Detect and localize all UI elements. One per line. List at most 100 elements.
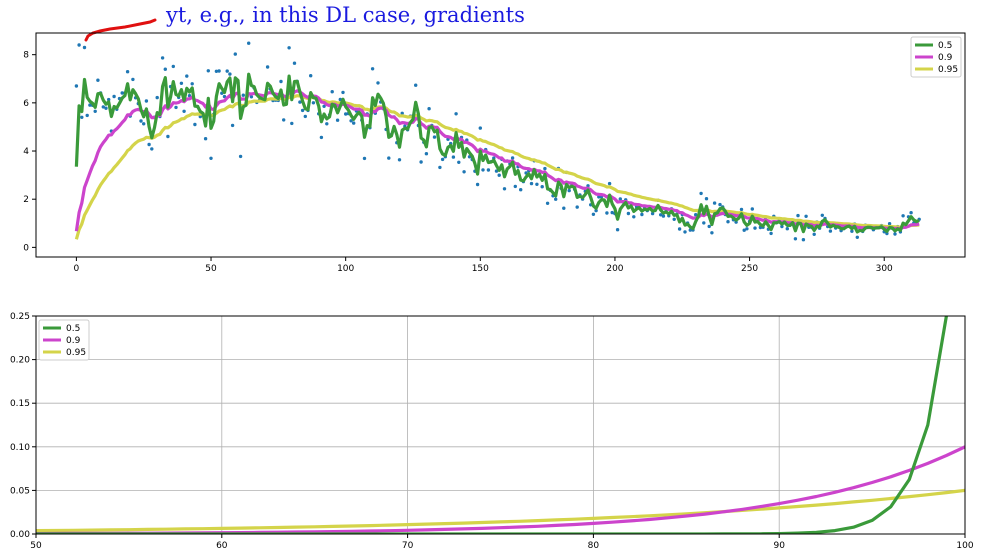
scatter-point — [543, 166, 547, 171]
scatter-point — [397, 158, 402, 162]
x-tick-label: 50 — [30, 541, 42, 551]
scatter-point — [626, 211, 631, 216]
weight-line-0.95 — [36, 488, 965, 533]
scatter-point — [290, 121, 294, 126]
scatter-point — [529, 181, 534, 186]
scatter-point — [519, 188, 523, 192]
legend-label: 0.9 — [66, 336, 81, 346]
scatter-point — [104, 106, 108, 110]
y-tick-label: 4 — [23, 147, 29, 157]
scatter-point — [440, 157, 445, 162]
scatter-point — [481, 168, 485, 172]
scatter-point — [820, 213, 824, 217]
annotation-text: yt, e.g., in this DL case, gradients — [165, 3, 525, 27]
chart1-scatter-points — [74, 41, 921, 242]
scatter-point — [510, 156, 515, 160]
chart1-ticks: 0 50 100 150 200 250 300 0 2 4 6 8 — [23, 51, 893, 274]
scatter-point — [745, 227, 749, 231]
x-tick-label: 80 — [588, 541, 600, 551]
scatter-point — [659, 213, 663, 217]
scatter-point — [319, 135, 324, 140]
y-tick-label: 2 — [23, 195, 29, 205]
scatter-point — [780, 224, 784, 229]
scatter-point — [287, 46, 291, 50]
scatter-point — [804, 214, 808, 218]
scatter-point — [85, 113, 89, 118]
scatter-point — [209, 156, 213, 160]
scatter-point — [233, 52, 237, 56]
scatter-point — [335, 118, 340, 122]
scatter-point — [683, 230, 687, 234]
scatter-point — [185, 74, 189, 78]
scatter-point — [793, 237, 798, 241]
weight-line-0.5 — [36, 316, 949, 534]
ema-line-0.95 — [74, 94, 920, 240]
scatter-point — [249, 95, 254, 99]
scatter-point — [298, 100, 302, 104]
scatter-point — [330, 90, 334, 94]
x-tick-label: 100 — [337, 264, 354, 274]
y-tick-label: 0.00 — [10, 530, 30, 540]
scatter-point — [704, 197, 709, 201]
scatter-point — [594, 208, 598, 213]
scatter-point — [475, 182, 480, 187]
x-tick-label: 150 — [472, 264, 489, 274]
y-tick-label: 6 — [23, 99, 29, 109]
scatter-point — [163, 67, 167, 71]
scatter-point — [650, 211, 655, 216]
scatter-point — [247, 41, 251, 45]
legend-label: 0.95 — [66, 348, 86, 358]
scatter-point — [206, 69, 210, 73]
scatter-point — [349, 119, 353, 123]
scatter-point — [222, 94, 227, 99]
scatter-point — [150, 147, 154, 151]
x-tick-label: 50 — [205, 264, 217, 274]
chart1-legend: 0.5 0.9 0.95 — [910, 36, 962, 78]
x-tick-label: 70 — [402, 541, 414, 551]
scatter-point — [554, 197, 558, 201]
scatter-point — [228, 72, 232, 76]
scatter-point — [147, 142, 151, 147]
scatter-point — [225, 69, 229, 73]
scatter-point — [171, 64, 175, 69]
scatter-point — [610, 210, 614, 215]
scatter-point — [438, 165, 442, 170]
scatter-point — [486, 168, 491, 172]
scatter-point — [101, 105, 106, 109]
scatter-point — [120, 91, 124, 95]
scatter-point — [282, 118, 286, 122]
scatter-point — [362, 156, 367, 161]
scatter-point — [739, 207, 744, 212]
scatter-point — [909, 211, 913, 215]
y-tick-label: 0.05 — [10, 486, 30, 496]
scatter-point — [575, 205, 579, 209]
y-tick-label: 0.25 — [10, 312, 30, 322]
scatter-point — [726, 220, 730, 224]
chart2-grid — [36, 316, 965, 534]
legend-label: 0.9 — [938, 53, 953, 63]
red-scribble-annotation — [84, 18, 157, 42]
scatter-point — [672, 217, 676, 221]
scatter-point — [77, 43, 81, 47]
legend-box — [910, 36, 962, 78]
scatter-point — [718, 202, 722, 207]
x-tick-label: 0 — [74, 264, 80, 274]
scatter-point — [322, 104, 326, 109]
chart1-plot-frame — [35, 32, 966, 258]
scatter-point — [769, 231, 773, 236]
weights-chart: 50 60 70 80 90 100 0.00 0.05 0.10 0.15 0.20 0.25 0.… — [10, 312, 974, 551]
scatter-point — [887, 222, 892, 226]
chart2-ticks: 50 60 70 80 90 100 0.00 0.05 0.10 0.15 0.20 0.25 — [10, 312, 974, 551]
scatter-point — [615, 228, 620, 232]
scatter-point — [535, 182, 539, 186]
scatter-point — [241, 93, 245, 97]
scatter-point — [424, 152, 429, 156]
scatter-point — [139, 119, 143, 123]
x-tick-label: 200 — [606, 264, 623, 274]
scatter-point — [591, 212, 596, 216]
scatter-point — [107, 97, 111, 102]
scatter-point — [712, 201, 717, 205]
scatter-point — [702, 221, 706, 225]
scatter-point — [850, 229, 854, 233]
